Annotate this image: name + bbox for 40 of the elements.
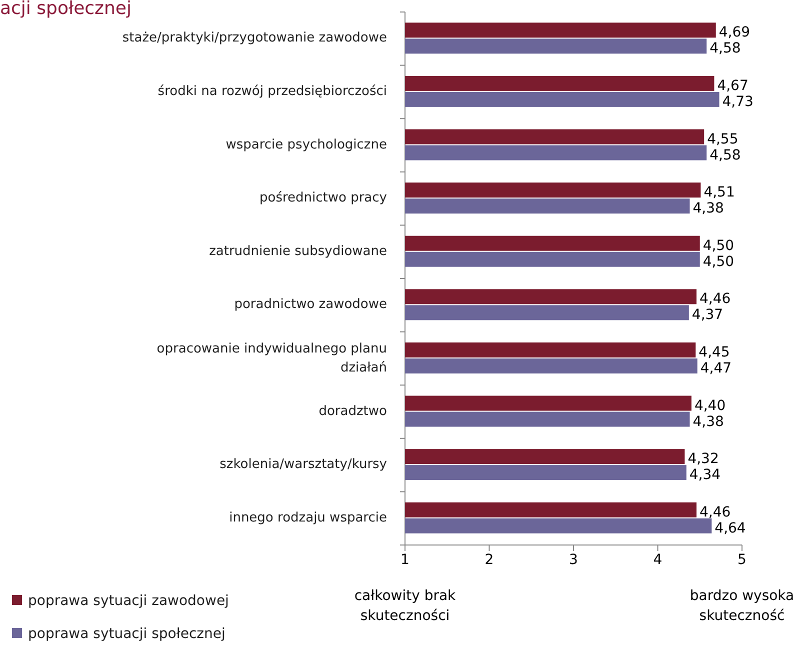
x-tick-label: 2 [484, 552, 494, 568]
y-tick-label: zatrudnienie subsydiowane [209, 244, 387, 259]
x-tick-label: 3 [569, 552, 578, 568]
data-label: 4,58 [710, 40, 741, 57]
data-label: 4,34 [689, 467, 721, 484]
data-label: 4,73 [722, 94, 754, 110]
y-tick-label: szkolenia/warsztaty/kursy [220, 457, 388, 472]
data-label: 4,32 [688, 451, 719, 468]
data-label: 4,67 [717, 78, 748, 94]
text: acji społecznej [0, 0, 132, 19]
y-tick-label: doradztwo [318, 404, 388, 419]
data-label: 4,45 [698, 344, 730, 360]
data-label: 4,50 [702, 254, 734, 270]
y-tick-label: wsparcie psychologiczne [226, 137, 387, 152]
data-label: 4,37 [692, 307, 724, 324]
y-tick-label: staże/praktyki/przygotowanie zawodowe [122, 30, 387, 46]
y-tick-label: opracowanie indywidualnego planu działań [156, 341, 387, 376]
data-label: 4,50 [702, 238, 734, 254]
text: bardzo wysoka skuteczność [690, 588, 794, 624]
y-tick-label: innego rodzaju wsparcie [229, 510, 387, 526]
legend-label: poprawa sytuacji społecznej [28, 626, 226, 642]
y-tick-label: środki na rozwój przedsiębiorczości [158, 84, 387, 99]
x-tick-label: 1 [400, 552, 410, 568]
text: całkowity brak skuteczności [354, 588, 457, 624]
y-tick-label: poradnictwo zawodowe [234, 297, 387, 312]
data-label: 4,51 [704, 184, 735, 201]
legend-label: poprawa sytuacji zawodowej [28, 593, 229, 609]
x-tick-label: 4 [653, 552, 662, 568]
x-tick-label: 5 [738, 552, 746, 568]
data-label: 4,38 [692, 414, 724, 430]
data-label: 4,58 [710, 147, 741, 164]
data-label: 4,46 [700, 504, 731, 520]
data-label: 4,38 [692, 200, 724, 217]
data-label: 4,69 [718, 24, 750, 41]
data-label: 4,55 [707, 131, 738, 148]
y-tick-label: pośrednictwo pracy [259, 190, 388, 206]
data-label: 4,64 [714, 520, 746, 536]
data-label: 4,46 [700, 291, 731, 308]
data-label: 4,47 [700, 360, 732, 376]
data-label: 4,40 [694, 398, 726, 414]
